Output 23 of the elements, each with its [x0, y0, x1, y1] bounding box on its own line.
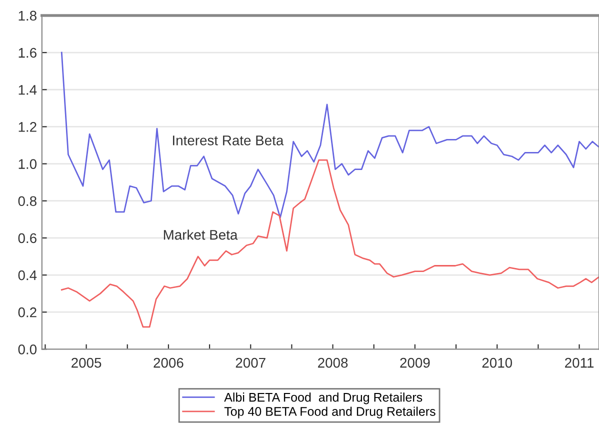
y-tick-label: 0.8 [18, 196, 36, 206]
y-tick-label: 1.0 [18, 159, 37, 169]
y-tick-label: 0.4 [18, 270, 37, 280]
x-tick-label: 2010 [482, 358, 512, 368]
line-series [60, 52, 599, 218]
line-series [60, 159, 599, 328]
y-tick-label: 1.2 [18, 122, 36, 132]
y-tick-label: 1.4 [18, 85, 37, 95]
annotation: Market Beta [164, 230, 238, 240]
y-tick-label: 0.2 [18, 307, 36, 318]
y-tick-label: 0.0 [18, 344, 37, 354]
x-tick-label: 2007 [236, 358, 266, 368]
x-tick-label: 2008 [318, 358, 348, 368]
legend-label: Albi BETA Food and Drug Retailers [224, 392, 422, 404]
y-tick-label: 1.8 [18, 10, 36, 21]
x-tick-label: 2011 [565, 358, 594, 368]
x-tick-label: 2006 [154, 358, 184, 368]
legend-label: Top 40 BETA Food and Drug Retailers [224, 406, 436, 418]
y-tick-label: 1.6 [18, 48, 36, 58]
y-tick-label: 0.6 [18, 233, 36, 244]
x-tick-label: 2009 [400, 358, 430, 368]
annotation: Interest Rate Beta [173, 136, 284, 146]
x-tick-label: 2005 [72, 358, 102, 368]
